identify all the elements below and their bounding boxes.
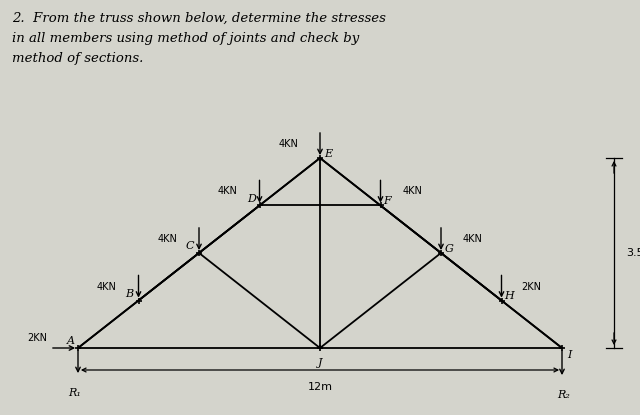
Text: C: C [186,242,195,251]
Text: 4KN: 4KN [157,234,177,244]
Text: 4KN: 4KN [97,281,116,291]
Text: R₂: R₂ [557,390,570,400]
Text: 4KN: 4KN [463,234,483,244]
Text: R₁: R₁ [68,388,81,398]
Text: 3.5m: 3.5m [626,248,640,258]
Text: F: F [383,196,390,206]
Text: 2.  From the truss shown below, determine the stresses: 2. From the truss shown below, determine… [12,12,386,25]
Text: 4KN: 4KN [278,139,298,149]
Text: H: H [504,291,514,301]
Text: J: J [317,358,323,368]
Text: A: A [67,337,75,347]
Text: 4KN: 4KN [403,186,422,196]
Text: 2KN: 2KN [27,333,47,343]
Text: G: G [445,244,454,254]
Text: D: D [247,194,256,204]
Text: I: I [567,349,572,359]
Text: 4KN: 4KN [218,186,237,196]
Text: in all members using method of joints and check by: in all members using method of joints an… [12,32,359,45]
Text: method of sections.: method of sections. [12,52,143,65]
Text: 2KN: 2KN [522,281,541,291]
Text: B: B [125,289,134,299]
Text: 12m: 12m [307,382,333,392]
Text: E: E [324,149,332,159]
